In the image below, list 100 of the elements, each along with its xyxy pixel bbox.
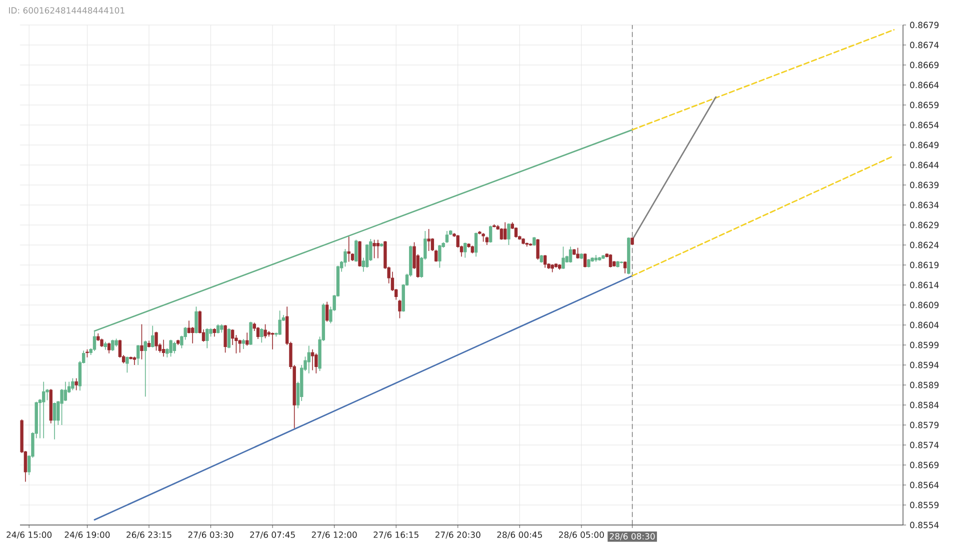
candlestick — [492, 224, 496, 228]
candlestick — [630, 236, 634, 246]
candlestick — [151, 325, 154, 348]
candlestick — [169, 339, 172, 357]
candlestick — [212, 328, 216, 337]
y-tick-label: 0.8584 — [910, 402, 939, 408]
candlestick — [543, 254, 547, 268]
candlestick — [172, 341, 176, 354]
candlestick — [376, 239, 380, 259]
candlestick — [111, 339, 114, 352]
candlestick — [260, 328, 264, 343]
candlestick — [507, 222, 510, 246]
y-tick-label: 0.8649 — [910, 142, 939, 148]
y-tick-label: 0.8679 — [910, 22, 939, 28]
y-tick-label: 0.8574 — [910, 442, 939, 448]
candlestick — [104, 341, 107, 350]
text: ID: 6001624814448444101 — [9, 7, 124, 14]
y-tick-label: 0.8599 — [910, 342, 939, 348]
candlestick — [147, 340, 151, 348]
y-tick-label: 0.8669 — [910, 62, 939, 68]
x-tick-label: 27/6 16:15 — [374, 532, 418, 539]
candlestick — [249, 321, 252, 346]
x-tick-label: 27/6 07:45 — [250, 532, 295, 539]
candlestick — [398, 299, 402, 319]
candlestick — [270, 332, 274, 350]
y-tick-label: 0.8614 — [910, 282, 939, 288]
candlestick — [220, 324, 224, 333]
candlestick — [132, 356, 136, 366]
candlestick — [140, 324, 144, 360]
candlestick — [525, 242, 529, 247]
y-tick-label: 0.8589 — [910, 382, 939, 388]
candlestick — [74, 378, 78, 391]
candlestick — [536, 238, 540, 260]
candlestick — [594, 254, 598, 262]
candlestick — [372, 239, 376, 259]
y-tick-label: 0.8579 — [910, 422, 939, 428]
candlestick — [126, 356, 129, 373]
candlestick — [86, 349, 89, 358]
candlestick — [470, 245, 474, 254]
candlestick — [206, 328, 209, 349]
candlestick — [162, 339, 166, 357]
candlestick — [485, 236, 489, 246]
x-tick-label: 28/6 00:45 — [497, 532, 542, 539]
candlestick — [358, 240, 362, 267]
candlestick — [562, 246, 565, 270]
y-tick-label: 0.8569 — [910, 462, 939, 468]
candlestick — [246, 332, 249, 346]
candlestick — [464, 242, 467, 258]
candlestick — [256, 326, 260, 340]
candlestick — [623, 261, 627, 274]
candlestick — [445, 230, 449, 244]
candlestick — [242, 338, 246, 350]
y-tick-label: 0.8644 — [910, 162, 939, 168]
y-tick-label: 0.8674 — [910, 42, 939, 48]
candlestick — [107, 342, 111, 354]
x-tick-label: 27/6 03:30 — [188, 532, 234, 539]
y-tick-label: 0.8554 — [910, 522, 939, 528]
candlestick — [52, 402, 56, 440]
candlestick — [504, 222, 507, 240]
candlestick — [522, 238, 525, 245]
candlestick — [144, 340, 147, 397]
y-tick-label: 0.8634 — [910, 202, 939, 208]
candlestick — [264, 324, 267, 339]
candlestick — [620, 261, 623, 264]
y-tick-label: 0.8564 — [910, 482, 939, 488]
candlestick — [438, 244, 442, 268]
candlestick — [154, 331, 158, 351]
candlestick — [558, 264, 562, 270]
y-tick-label: 0.8559 — [910, 502, 939, 508]
y-tick-label: 0.8594 — [910, 362, 939, 368]
y-tick-label: 0.8659 — [910, 102, 939, 108]
candlestick — [238, 339, 242, 353]
y-tick-label: 0.8609 — [910, 302, 939, 308]
candlestick — [572, 248, 576, 256]
candlestick — [532, 236, 536, 246]
candlestick — [71, 378, 74, 391]
candlestick — [42, 381, 46, 439]
candlestick — [347, 236, 350, 262]
candlestick — [136, 344, 140, 366]
y-tick-label: 0.8624 — [910, 242, 939, 248]
candlestick — [310, 349, 314, 371]
x-tick-label: 26/6 23:15 — [126, 532, 172, 539]
x-tick-label: 28/6 08:30 — [610, 533, 655, 540]
y-tick-label: 0.8664 — [910, 82, 939, 88]
candlestick — [482, 232, 485, 242]
candlestick — [114, 338, 118, 347]
candlestick — [427, 228, 430, 252]
candlestick — [550, 264, 554, 273]
candlestick — [554, 263, 558, 268]
candlestick — [278, 310, 282, 336]
candlestick — [528, 242, 532, 246]
x-tick-label: 24/6 15:00 — [6, 532, 52, 539]
candlestick — [627, 236, 630, 275]
candlestick — [587, 258, 590, 268]
candlestick — [307, 345, 310, 374]
y-tick-label: 0.8619 — [910, 262, 939, 268]
x-tick-label: 27/6 20:30 — [435, 532, 480, 539]
candlestick — [576, 247, 580, 259]
y-tick-label: 0.8629 — [910, 222, 939, 228]
x-tick-label: 24/6 19:00 — [64, 532, 110, 539]
